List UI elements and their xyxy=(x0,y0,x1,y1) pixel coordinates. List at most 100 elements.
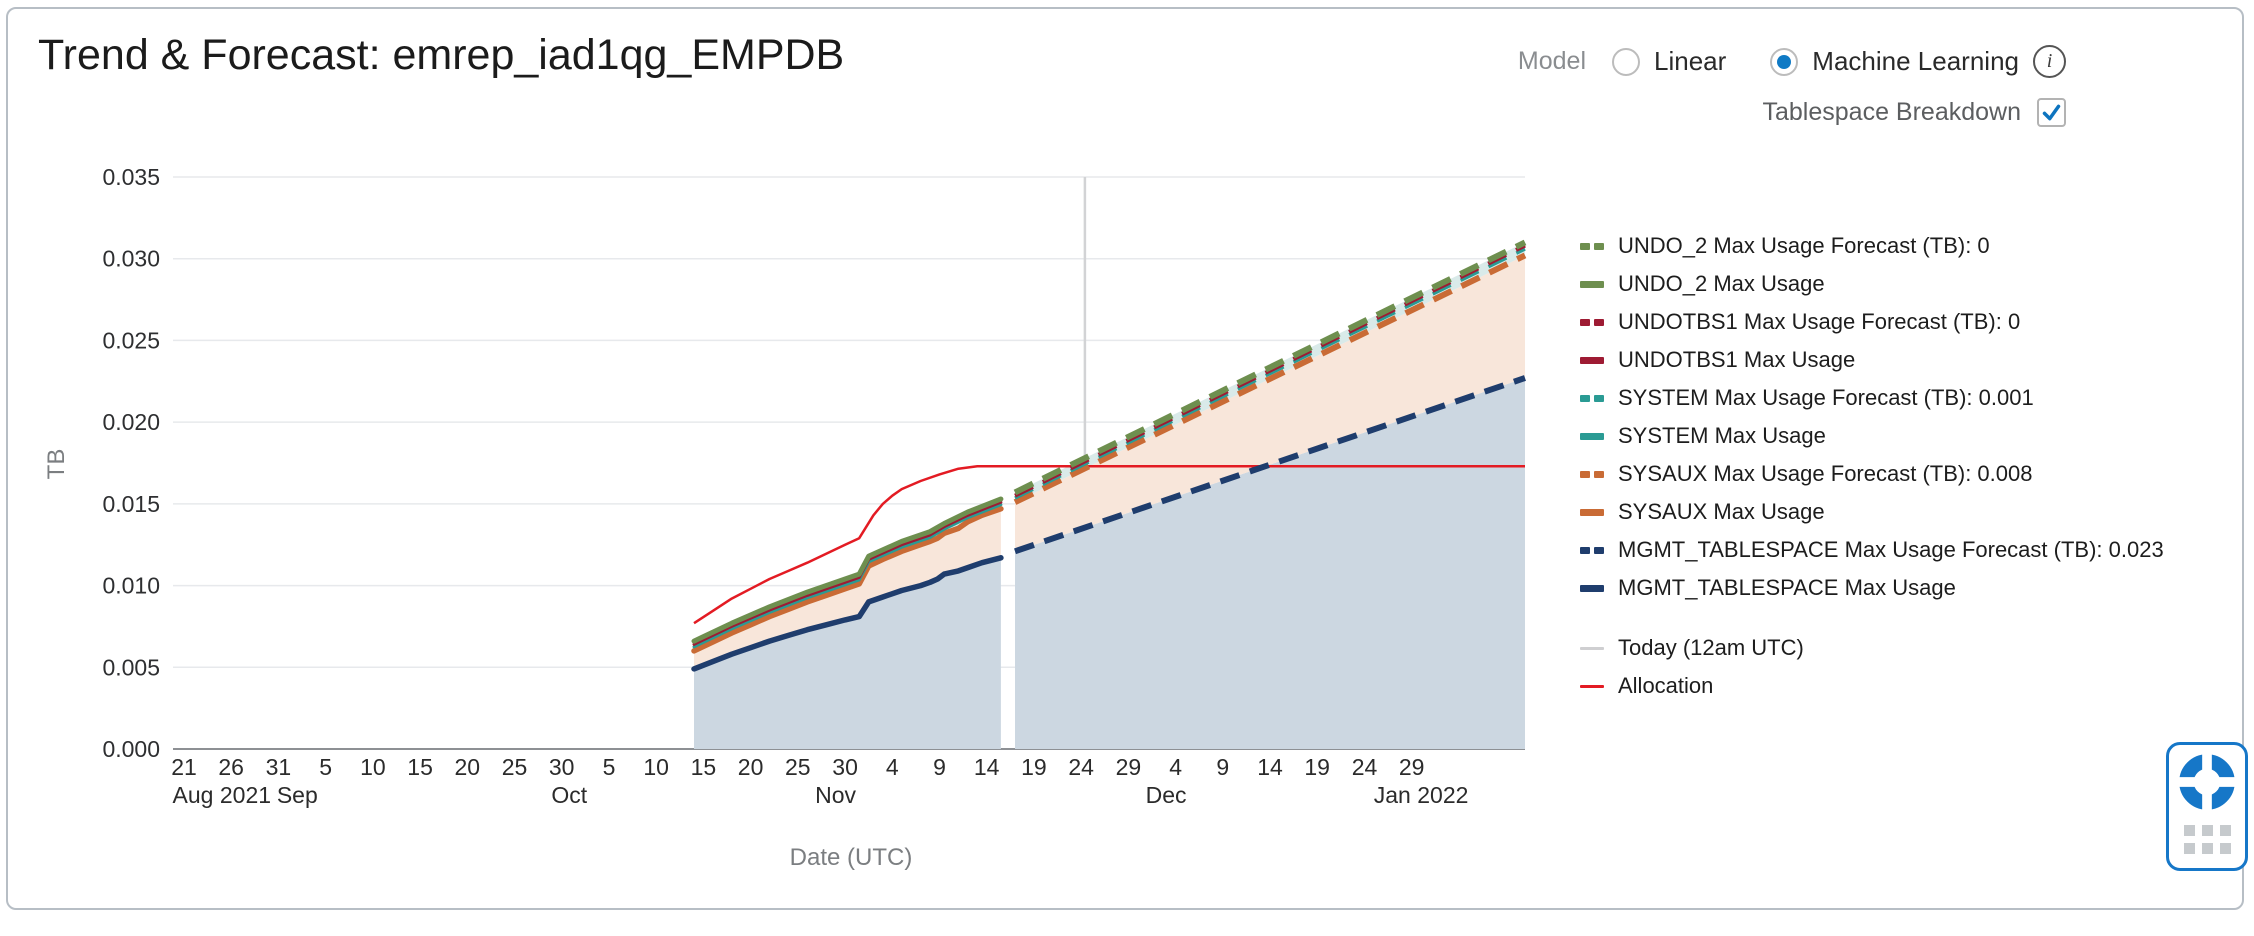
check-icon xyxy=(2042,104,2061,121)
legend-item[interactable]: SYSTEM Max Usage Forecast (TB): 0.001 xyxy=(1580,379,2164,417)
svg-text:Dec: Dec xyxy=(1146,782,1187,808)
info-icon[interactable]: i xyxy=(2033,45,2066,78)
svg-text:19: 19 xyxy=(1304,754,1330,780)
svg-text:4: 4 xyxy=(886,754,899,780)
trend-forecast-card: Trend & Forecast: emrep_iad1qg_EMPDB Mod… xyxy=(6,7,2248,910)
svg-text:19: 19 xyxy=(1021,754,1047,780)
legend-label: Allocation xyxy=(1618,673,1714,698)
svg-text:24: 24 xyxy=(1068,754,1094,780)
legend-swatch xyxy=(1580,470,1606,478)
model-label: Model xyxy=(1517,47,1587,75)
drag-handle-icon[interactable] xyxy=(2183,825,2231,854)
legend-label: SYSAUX Max Usage xyxy=(1618,499,1825,524)
legend-label: MGMT_TABLESPACE Max Usage Forecast (TB):… xyxy=(1618,537,2164,562)
legend-item[interactable]: SYSTEM Max Usage xyxy=(1580,417,2164,455)
tablespace-breakdown-label: Tablespace Breakdown xyxy=(1762,98,2022,126)
svg-text:29: 29 xyxy=(1116,754,1142,780)
svg-text:9: 9 xyxy=(1216,754,1229,780)
svg-text:Nov: Nov xyxy=(815,782,856,808)
svg-text:5: 5 xyxy=(319,754,332,780)
tablespace-breakdown-checkbox[interactable] xyxy=(2037,98,2066,127)
radio-machine-learning[interactable] xyxy=(1770,47,1799,76)
svg-text:14: 14 xyxy=(974,754,1000,780)
svg-text:Date (UTC): Date (UTC) xyxy=(790,844,913,871)
legend-label: MGMT_TABLESPACE Max Usage xyxy=(1618,575,1956,600)
svg-text:20: 20 xyxy=(455,754,481,780)
tablespace-breakdown-row: Tablespace Breakdown xyxy=(1762,98,2066,127)
svg-text:Sep: Sep xyxy=(277,782,318,808)
svg-text:9: 9 xyxy=(933,754,946,780)
svg-text:0.035: 0.035 xyxy=(102,164,160,190)
svg-text:15: 15 xyxy=(691,754,717,780)
svg-text:20: 20 xyxy=(738,754,764,780)
svg-text:5: 5 xyxy=(603,754,616,780)
legend-item[interactable]: UNDOTBS1 Max Usage xyxy=(1580,341,2164,379)
legend-item[interactable]: Today (12am UTC) xyxy=(1580,629,2164,667)
svg-text:29: 29 xyxy=(1399,754,1425,780)
radio-dot xyxy=(1777,54,1792,69)
svg-text:Aug 2021: Aug 2021 xyxy=(173,782,271,808)
legend-swatch xyxy=(1580,280,1606,288)
svg-text:26: 26 xyxy=(218,754,244,780)
svg-text:30: 30 xyxy=(549,754,575,780)
legend-item[interactable]: UNDO_2 Max Usage xyxy=(1580,265,2164,303)
legend-swatch xyxy=(1580,242,1606,250)
legend-label: UNDOTBS1 Max Usage xyxy=(1618,347,1856,372)
chart-legend: UNDO_2 Max Usage Forecast (TB): 0 UNDO_2 … xyxy=(1580,227,2164,705)
help-widget[interactable] xyxy=(2166,742,2248,871)
svg-text:Jan 2022: Jan 2022 xyxy=(1374,782,1469,808)
legend-swatch xyxy=(1580,394,1606,402)
legend-label: SYSAUX Max Usage Forecast (TB): 0.008 xyxy=(1618,461,2033,486)
legend-item[interactable]: MGMT_TABLESPACE Max Usage xyxy=(1580,569,2164,607)
svg-text:31: 31 xyxy=(266,754,292,780)
legend-item[interactable]: SYSAUX Max Usage xyxy=(1580,493,2164,531)
radio-linear[interactable] xyxy=(1612,47,1641,76)
svg-text:25: 25 xyxy=(502,754,528,780)
svg-text:0.005: 0.005 xyxy=(102,654,160,680)
legend-label: UNDO_2 Max Usage Forecast (TB): 0 xyxy=(1618,233,1990,258)
svg-text:0.000: 0.000 xyxy=(102,736,160,762)
svg-text:14: 14 xyxy=(1257,754,1283,780)
legend-swatch xyxy=(1580,684,1606,688)
legend-item[interactable]: Allocation xyxy=(1580,667,2164,705)
lifebuoy-help-icon[interactable] xyxy=(2178,753,2236,811)
model-radio-row: Model Linear Machine Learning i xyxy=(1518,45,2066,78)
legend-swatch xyxy=(1580,432,1606,440)
svg-text:10: 10 xyxy=(360,754,386,780)
svg-text:0.010: 0.010 xyxy=(102,573,160,599)
svg-text:15: 15 xyxy=(407,754,433,780)
svg-text:0.025: 0.025 xyxy=(102,327,160,353)
legend-label: UNDOTBS1 Max Usage Forecast (TB): 0 xyxy=(1618,309,2021,334)
legend-label: UNDO_2 Max Usage xyxy=(1618,271,1825,296)
legend-item[interactable]: UNDOTBS1 Max Usage Forecast (TB): 0 xyxy=(1580,303,2164,341)
legend-swatch xyxy=(1580,546,1606,554)
legend-swatch xyxy=(1580,646,1606,650)
legend-swatch xyxy=(1580,318,1606,326)
svg-text:0.020: 0.020 xyxy=(102,409,160,435)
page-title: Trend & Forecast: emrep_iad1qg_EMPDB xyxy=(38,31,845,79)
radio-linear-label[interactable]: Linear xyxy=(1654,46,1727,76)
svg-text:4: 4 xyxy=(1169,754,1182,780)
legend-item[interactable]: MGMT_TABLESPACE Max Usage Forecast (TB):… xyxy=(1580,531,2164,569)
svg-text:21: 21 xyxy=(171,754,197,780)
svg-text:25: 25 xyxy=(785,754,811,780)
legend-item[interactable]: SYSAUX Max Usage Forecast (TB): 0.008 xyxy=(1580,455,2164,493)
legend-label: SYSTEM Max Usage Forecast (TB): 0.001 xyxy=(1618,385,2034,410)
legend-item[interactable]: UNDO_2 Max Usage Forecast (TB): 0 xyxy=(1580,227,2164,265)
svg-text:0.015: 0.015 xyxy=(102,491,160,517)
svg-text:10: 10 xyxy=(643,754,669,780)
svg-text:0.030: 0.030 xyxy=(102,246,160,272)
svg-text:Oct: Oct xyxy=(551,782,587,808)
trend-forecast-chart: 0.000 0.005 0.010 0.015 0.020 0.025 0.030 0.035… xyxy=(43,164,1527,871)
svg-text:30: 30 xyxy=(832,754,858,780)
radio-machine-learning-label[interactable]: Machine Learning xyxy=(1812,46,2019,76)
legend-label: Today (12am UTC) xyxy=(1618,635,1804,660)
legend-label: SYSTEM Max Usage xyxy=(1618,423,1826,448)
model-controls: Model Linear Machine Learning i Tablespa… xyxy=(1518,45,2066,127)
svg-text:24: 24 xyxy=(1352,754,1378,780)
legend-swatch xyxy=(1580,508,1606,516)
legend-swatch xyxy=(1580,584,1606,592)
svg-text:TB: TB xyxy=(43,449,70,480)
legend-swatch xyxy=(1580,356,1606,364)
